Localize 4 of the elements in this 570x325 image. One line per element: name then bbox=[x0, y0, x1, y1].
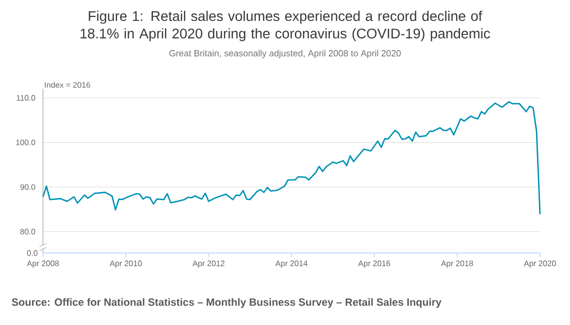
chart-title: Figure 1: Retail sales volumes experienced a record decline of 18.1% in April 2020 during the coronavirus (COVID-19) pandemic bbox=[80, 10, 490, 42]
line-series bbox=[42, 101, 541, 215]
source-note: Source: Office for National Statistics – Monthly Business Survey – Retail Sales Inquiry bbox=[12, 298, 442, 308]
chart-subtitle: Great Britain, seasonally adjusted, April 2008 to April 2020 bbox=[169, 50, 401, 58]
